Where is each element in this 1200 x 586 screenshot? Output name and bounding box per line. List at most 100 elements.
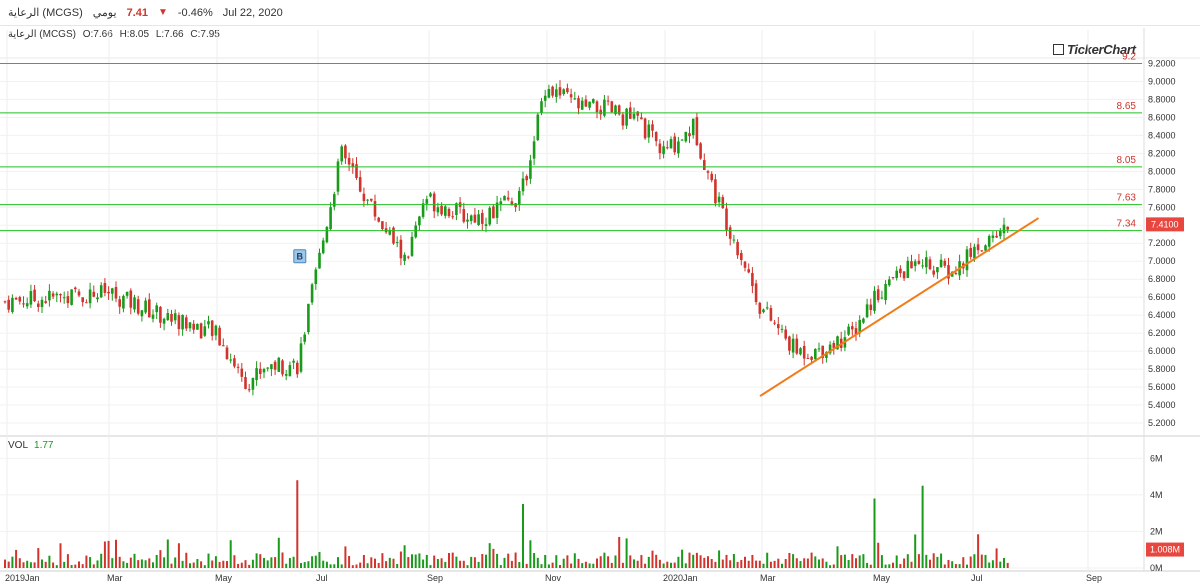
volume-bar — [562, 558, 565, 568]
candle-body — [281, 360, 284, 375]
y-tick-label: 8.0000 — [1148, 166, 1176, 176]
candle-body — [828, 344, 832, 354]
candle-body — [414, 225, 417, 238]
candle-body — [506, 197, 510, 200]
volume-bar — [836, 546, 839, 568]
volume-bar — [710, 559, 713, 568]
candle-body — [769, 308, 773, 321]
candle-body — [610, 101, 614, 113]
candle-body — [218, 327, 221, 346]
volume-bar — [74, 564, 77, 568]
volume-bar — [647, 556, 650, 568]
volume-bar — [718, 550, 721, 568]
volume-bar — [41, 559, 43, 568]
volume-bar — [255, 553, 258, 568]
candle-body — [1002, 224, 1006, 234]
volume-bar — [758, 560, 761, 568]
volume-bar — [399, 551, 402, 568]
candle-body — [577, 98, 580, 109]
volume-bar — [488, 543, 491, 568]
candle-body — [999, 230, 1002, 237]
volume-bar — [4, 559, 6, 568]
candle-body — [259, 368, 262, 374]
candle-body — [884, 283, 887, 301]
volume-bar — [522, 504, 524, 568]
candle-body — [614, 105, 617, 115]
candle-body — [455, 203, 458, 216]
candle-body — [136, 299, 140, 314]
candle-body — [148, 299, 151, 318]
volume-bar — [177, 543, 180, 568]
volume-bar — [636, 560, 639, 568]
volume-bar — [485, 554, 487, 568]
candle-body — [107, 291, 110, 294]
candle-body — [444, 206, 447, 216]
candle-body — [284, 374, 288, 376]
volume-bar — [422, 559, 425, 568]
candle-body — [173, 313, 177, 321]
volume-bar — [381, 553, 384, 568]
volume-bar — [403, 545, 406, 568]
candle-body — [266, 367, 269, 369]
candle-body — [592, 99, 595, 103]
candle-body — [325, 227, 329, 243]
candle-body — [947, 265, 950, 279]
candle-body — [865, 304, 869, 318]
candle-body — [144, 300, 147, 313]
candle-body — [403, 254, 406, 261]
candle-body — [88, 289, 92, 304]
volume-bar — [196, 559, 199, 568]
volume-bar — [940, 553, 943, 568]
volume-bar — [947, 559, 950, 568]
candle-body — [666, 147, 669, 149]
volume-bar — [832, 564, 835, 568]
volume-bar — [980, 554, 983, 568]
candle-body — [451, 216, 454, 218]
volume-bar — [166, 539, 169, 568]
candle-body — [691, 118, 695, 136]
volume-bar — [329, 564, 332, 568]
volume-bar — [651, 550, 654, 568]
volume-bar — [906, 554, 909, 568]
y-tick-label: 7.2000 — [1148, 238, 1176, 248]
volume-bar — [843, 554, 846, 568]
symbol-title[interactable]: الرعاية (MCGS) — [8, 7, 83, 19]
volume-bar — [880, 555, 883, 568]
volume-bar — [440, 558, 443, 568]
level-label: 8.05 — [1117, 155, 1137, 166]
candle-body — [921, 265, 924, 267]
candle-body — [462, 209, 466, 222]
candle-body — [773, 322, 776, 324]
volume-bar — [644, 563, 647, 568]
candle-body — [14, 298, 18, 300]
candle-body — [203, 326, 207, 336]
volume-bar — [477, 561, 480, 568]
volume-bar — [159, 550, 162, 568]
y-tick-label: 6.2000 — [1148, 328, 1176, 338]
volume-bar — [481, 554, 484, 568]
candle-body — [466, 219, 469, 222]
candle-body — [207, 321, 210, 325]
volume-bar — [684, 563, 687, 568]
candle-body — [991, 235, 995, 238]
volume-bar — [936, 556, 939, 568]
candle-body — [743, 261, 747, 268]
volume-bar — [266, 560, 269, 568]
candle-body — [725, 208, 728, 230]
volume-bar — [85, 555, 88, 568]
candle-body — [765, 307, 769, 309]
period-label[interactable]: يومي — [92, 7, 117, 19]
logo-icon — [1053, 44, 1064, 55]
candle-body — [81, 297, 84, 303]
volume-bar — [629, 555, 632, 568]
candle-body — [525, 176, 528, 181]
volume-bar — [973, 554, 976, 568]
candle-body — [181, 314, 184, 330]
change-percent: -0.46% — [177, 6, 213, 19]
candle-body — [688, 133, 691, 137]
y-tick-label: 5.6000 — [1148, 382, 1176, 392]
y-tick-label: 5.4000 — [1148, 400, 1176, 410]
volume-bar — [584, 561, 587, 568]
candle-body — [125, 291, 129, 296]
